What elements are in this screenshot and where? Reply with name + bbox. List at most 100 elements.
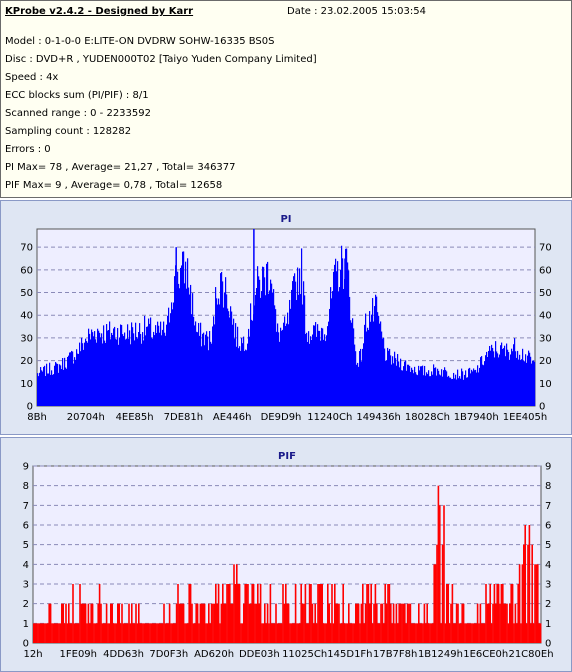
data-bar bbox=[320, 340, 322, 406]
data-bar bbox=[49, 362, 51, 406]
data-bar bbox=[415, 623, 417, 643]
data-bar bbox=[247, 343, 249, 406]
data-bar bbox=[227, 584, 230, 643]
data-bar bbox=[359, 351, 361, 406]
data-bar bbox=[150, 317, 152, 406]
pif-chart-panel: PIF 0 0 1 1 2 2 3 3 4 4 5 5 6 6 7 7 8 8 9 9 12h 1FE09h 4DD63h 7D… bbox=[0, 437, 572, 672]
data-bar bbox=[472, 371, 474, 406]
data-bar bbox=[50, 374, 52, 406]
data-bar bbox=[346, 623, 349, 643]
data-bar bbox=[120, 324, 122, 406]
data-bar bbox=[492, 603, 494, 643]
data-bar bbox=[396, 365, 398, 406]
data-bar bbox=[124, 623, 126, 643]
data-bar bbox=[538, 623, 540, 643]
data-bar bbox=[297, 267, 299, 406]
data-bar bbox=[450, 603, 452, 643]
data-bar bbox=[483, 623, 486, 643]
y-tick-label: 9 bbox=[23, 462, 29, 473]
data-bar bbox=[178, 603, 181, 643]
data-bar bbox=[57, 364, 59, 406]
data-bar bbox=[130, 344, 132, 406]
data-bar bbox=[485, 584, 487, 643]
data-bar bbox=[380, 321, 382, 406]
x-tick-label: 1B7940h bbox=[454, 412, 499, 423]
data-bar bbox=[222, 584, 224, 643]
data-bar bbox=[352, 623, 354, 643]
data-bar bbox=[341, 245, 343, 406]
data-bar bbox=[144, 315, 146, 406]
data-bar bbox=[103, 325, 105, 406]
sampling-line: Sampling count : 128282 bbox=[5, 126, 132, 137]
data-bar bbox=[510, 584, 512, 643]
data-bar bbox=[89, 333, 91, 406]
data-bar bbox=[185, 623, 188, 643]
data-bar bbox=[346, 248, 348, 406]
data-bar bbox=[429, 376, 431, 406]
data-bar bbox=[419, 370, 421, 406]
x-tick-label: 7DE81h bbox=[164, 412, 203, 423]
data-bar bbox=[477, 365, 479, 406]
data-bar bbox=[442, 376, 444, 406]
data-bar bbox=[437, 485, 440, 643]
data-bar bbox=[401, 603, 403, 643]
data-bar bbox=[468, 623, 470, 643]
data-bar bbox=[281, 330, 283, 406]
data-bar bbox=[287, 603, 290, 643]
data-bar bbox=[539, 623, 542, 643]
data-bar bbox=[237, 584, 239, 643]
x-tick-label: 12h bbox=[23, 649, 42, 660]
data-bar bbox=[409, 603, 412, 643]
data-bar bbox=[238, 348, 240, 406]
data-bar bbox=[328, 603, 330, 643]
disc-line: Disc : DVD+R , YUDEN000T02 [Taiyo Yuden … bbox=[5, 54, 317, 65]
data-bar bbox=[469, 367, 471, 406]
data-bar bbox=[402, 370, 404, 406]
data-bar bbox=[517, 584, 519, 643]
data-bar bbox=[166, 324, 168, 406]
data-bar bbox=[137, 338, 139, 406]
data-bar bbox=[216, 603, 218, 643]
data-bar bbox=[286, 603, 288, 643]
data-bar bbox=[121, 603, 123, 643]
data-bar bbox=[473, 368, 475, 406]
data-bar bbox=[112, 335, 114, 406]
data-bar bbox=[293, 276, 295, 406]
y-tick-label: 8 bbox=[23, 481, 29, 492]
data-bar bbox=[200, 322, 202, 406]
data-bar bbox=[400, 358, 402, 406]
data-bar bbox=[148, 318, 150, 406]
data-bar bbox=[44, 365, 46, 406]
data-bar bbox=[353, 328, 355, 406]
data-bar bbox=[382, 338, 384, 406]
data-bar bbox=[73, 363, 75, 406]
data-bar bbox=[513, 344, 515, 406]
data-bar bbox=[502, 348, 504, 406]
x-tick-label: DE9D9h bbox=[261, 412, 302, 423]
data-bar bbox=[133, 623, 136, 643]
peak-bar bbox=[253, 229, 255, 406]
data-bar bbox=[173, 302, 175, 406]
data-bar bbox=[343, 623, 346, 643]
data-bar bbox=[464, 623, 466, 643]
data-bar bbox=[213, 316, 215, 406]
data-bar bbox=[500, 584, 503, 643]
data-bar bbox=[412, 369, 414, 406]
data-bar bbox=[446, 371, 448, 406]
data-bar bbox=[240, 623, 242, 643]
data-bar bbox=[521, 359, 523, 406]
data-bar bbox=[233, 564, 235, 643]
data-bar bbox=[158, 325, 160, 406]
data-bar bbox=[339, 623, 342, 643]
data-bar bbox=[334, 584, 336, 643]
data-bar bbox=[66, 623, 69, 643]
data-bar bbox=[170, 313, 172, 406]
data-bar bbox=[142, 623, 144, 643]
data-bar bbox=[303, 281, 305, 406]
data-bar bbox=[298, 294, 300, 406]
data-bar bbox=[103, 623, 105, 643]
data-bar bbox=[143, 623, 146, 643]
data-bar bbox=[202, 333, 204, 406]
data-bar bbox=[481, 356, 483, 406]
data-bar bbox=[221, 271, 223, 406]
